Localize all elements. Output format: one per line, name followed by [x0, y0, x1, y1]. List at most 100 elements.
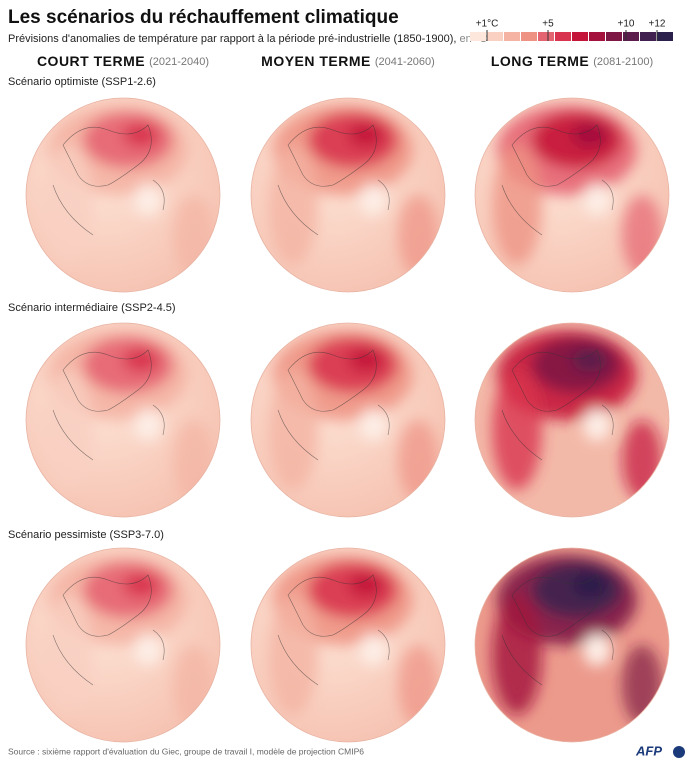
- globe-outline: [474, 322, 670, 518]
- globe: [26, 323, 220, 517]
- legend-swatch: [538, 32, 554, 41]
- coastline: [277, 574, 390, 686]
- globe: [26, 548, 220, 742]
- logo-mark: [673, 746, 685, 758]
- zone: [622, 645, 662, 725]
- zone: [492, 370, 542, 490]
- zone: [492, 145, 542, 265]
- zone: [348, 123, 384, 147]
- legend-swatch: [606, 32, 622, 41]
- legend-swatch: [589, 32, 605, 41]
- globe-outline: [250, 322, 446, 518]
- zone: [583, 409, 611, 441]
- legend-label: +12: [649, 19, 666, 30]
- legend-swatch: [504, 32, 520, 41]
- zone: [583, 634, 611, 666]
- coastline: [501, 349, 614, 461]
- globe-outline: [474, 547, 670, 743]
- column-headers: COURT TERME (2021-2040) MOYEN TERME (2041-2…: [37, 53, 653, 69]
- zone: [583, 184, 611, 216]
- coastline: [52, 574, 165, 686]
- legend-swatch: [555, 32, 571, 41]
- subtitle-text: Prévisions d'anomalies de température pa…: [8, 33, 456, 45]
- globe-outline: [25, 547, 221, 743]
- globe-outline: [474, 97, 670, 293]
- column-label: MOYEN TERME: [261, 53, 371, 69]
- zone: [268, 595, 318, 715]
- column-label: COURT TERME: [37, 53, 145, 69]
- globe-outline: [250, 547, 446, 743]
- legend-label: +1°C: [476, 19, 499, 30]
- globes: Scénario optimiste (SSP1-2.6) Scénario in…: [8, 76, 670, 743]
- row-label: Scénario pessimiste (SSP3-7.0): [8, 529, 164, 541]
- zone: [359, 184, 387, 216]
- warming-zones: [43, 555, 213, 725]
- zone: [123, 573, 159, 597]
- zone: [348, 348, 384, 372]
- zone: [622, 195, 662, 275]
- zone: [348, 573, 384, 597]
- globe: [26, 98, 220, 292]
- coastline: [52, 349, 165, 461]
- legend-swatch: [470, 32, 486, 41]
- zone: [123, 348, 159, 372]
- legend-swatch: [521, 32, 537, 41]
- coastline: [277, 349, 390, 461]
- column-header: COURT TERME (2021-2040): [37, 53, 209, 69]
- title: Les scénarios du réchauffement climatiqu…: [8, 7, 399, 28]
- legend-swatch: [572, 32, 588, 41]
- legend-label: +5: [542, 19, 554, 30]
- column-period: (2041-2060): [375, 56, 435, 68]
- coastline: [52, 124, 165, 236]
- zone: [134, 634, 162, 666]
- source: Source : sixième rapport d'évaluation du…: [8, 746, 364, 756]
- zone: [492, 595, 542, 715]
- zone: [43, 595, 93, 715]
- coastline: [501, 574, 614, 686]
- column-period: (2081-2100): [593, 56, 653, 68]
- logo: AFP: [635, 743, 662, 758]
- column-label: LONG TERME: [491, 53, 589, 69]
- globe: [475, 323, 669, 517]
- legend-swatch: [487, 32, 503, 41]
- zone: [173, 645, 213, 725]
- warming-zones: [268, 330, 438, 500]
- zone: [622, 420, 662, 500]
- legend: +1°C +5 +10 +12: [470, 19, 673, 41]
- column-period: (2021-2040): [149, 56, 209, 68]
- zone: [43, 145, 93, 265]
- warming-zones: [268, 105, 438, 275]
- globe: [475, 548, 669, 742]
- globe-outline: [250, 97, 446, 293]
- zone: [398, 645, 438, 725]
- globe-outline: [25, 97, 221, 293]
- column-header: MOYEN TERME (2041-2060): [261, 53, 435, 69]
- globe: [251, 323, 445, 517]
- globe: [475, 98, 669, 292]
- legend-swatch: [657, 32, 673, 41]
- legend-swatch: [623, 32, 639, 41]
- zone: [173, 420, 213, 500]
- zone: [398, 420, 438, 500]
- legend-label: +10: [618, 19, 635, 30]
- row-label: Scénario optimiste (SSP1-2.6): [8, 76, 156, 88]
- zone: [572, 573, 608, 597]
- globe: [251, 548, 445, 742]
- globe-outline: [25, 322, 221, 518]
- zone: [43, 370, 93, 490]
- warming-zones: [492, 105, 662, 275]
- zone: [572, 123, 608, 147]
- coastline: [277, 124, 390, 236]
- coastline: [501, 124, 614, 236]
- legend-swatch: [640, 32, 656, 41]
- warming-zones: [43, 330, 213, 500]
- globe: [251, 98, 445, 292]
- zone: [134, 184, 162, 216]
- column-header: LONG TERME (2081-2100): [491, 53, 653, 69]
- row-label: Scénario intermédiaire (SSP2-4.5): [8, 302, 176, 314]
- zone: [268, 370, 318, 490]
- zone: [359, 409, 387, 441]
- zone: [268, 145, 318, 265]
- zone: [572, 348, 608, 372]
